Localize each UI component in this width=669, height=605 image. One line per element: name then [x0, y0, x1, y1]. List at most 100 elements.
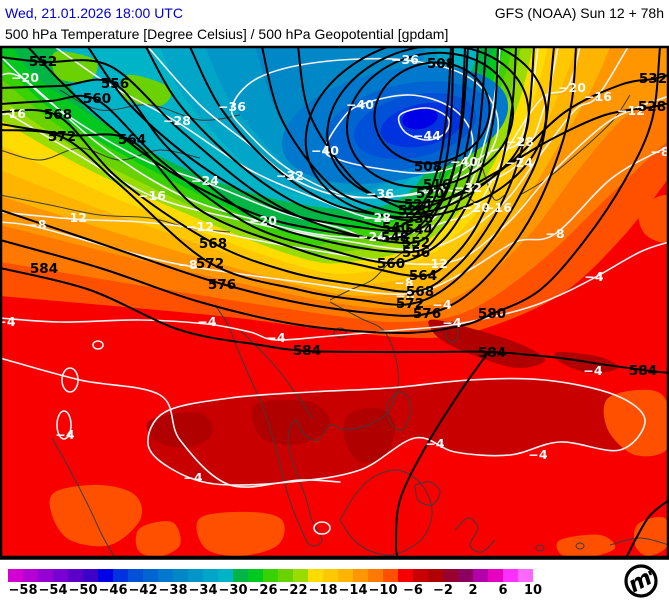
temp-contour-label: −4 — [583, 363, 602, 378]
temp-contour-label: −4 — [442, 315, 461, 330]
temperature-colorbar — [8, 569, 533, 582]
colorbar-segment — [143, 569, 158, 582]
colorbar-segment — [23, 569, 38, 582]
colorbar-tick: −34 — [188, 583, 218, 598]
temp-contour-label: −20 — [462, 200, 490, 215]
colorbar-tick: −38 — [158, 583, 188, 598]
temp-contour-label: −8 — [178, 257, 197, 272]
brand-logo: m — [621, 562, 661, 600]
colorbar-segment — [38, 569, 53, 582]
colorbar-segment — [443, 569, 458, 582]
colorbar-segment — [368, 569, 383, 582]
colorbar-segment — [353, 569, 368, 582]
colorbar-segment — [398, 569, 413, 582]
colorbar-tick: −18 — [308, 583, 338, 598]
height-contour-label: 540 — [382, 220, 410, 236]
colorbar-tick: −22 — [278, 583, 308, 598]
colorbar-tick: −6 — [403, 583, 423, 598]
height-contour-label: 564 — [409, 268, 437, 284]
height-contour-label: 572 — [396, 296, 424, 312]
colorbar-segment — [83, 569, 98, 582]
colorbar-tick: 2 — [468, 583, 478, 598]
colorbar-segment — [8, 569, 23, 582]
colorbar-tick: 6 — [498, 583, 508, 598]
colorbar-segment — [188, 569, 203, 582]
height-contour-label: 528 — [398, 203, 426, 219]
height-contour-label: 520 — [416, 186, 444, 202]
colorbar-segment — [383, 569, 398, 582]
temp-contour-label: −4 — [197, 314, 216, 329]
height-contour-label: 508 — [427, 56, 455, 72]
height-contour-label: 576 — [413, 306, 441, 322]
temp-contour-label: −4 — [183, 470, 202, 485]
temp-contour-label: −16 — [584, 89, 612, 104]
colorbar-tick: −58 — [8, 583, 38, 598]
height-contour-label: 584 — [30, 261, 58, 277]
colorbar-segment — [278, 569, 293, 582]
height-contour-label: 564 — [118, 132, 146, 148]
temp-contour-label: −8 — [395, 288, 414, 303]
height-contour-label: 576 — [208, 277, 236, 293]
temp-contour-label: −36 — [218, 99, 246, 114]
height-contour-label: 532 — [639, 71, 667, 87]
colorbar-segment — [488, 569, 503, 582]
colorbar-segment — [263, 569, 278, 582]
temp-contour-label: −4 — [55, 427, 74, 442]
colorbar-tick: −30 — [218, 583, 248, 598]
colorbar-segment — [248, 569, 263, 582]
run-datetime: Wed, 21.01.2026 18:00 UTC — [5, 5, 183, 21]
header: Wed, 21.01.2026 18:00 UTC GFS (NOAA) Sun… — [0, 0, 669, 46]
height-contour-label: 548 — [381, 230, 409, 246]
temperature-labels: −20−16 −36−28−40−32−24−16−12−8 −20−12−8−36… — [0, 52, 669, 485]
temp-contour-label: −4 — [425, 436, 444, 451]
height-contour-label: 556 — [402, 245, 430, 261]
temp-contour-label: −12 — [59, 210, 87, 225]
colorbar-segment — [128, 569, 143, 582]
colorbar-segment — [158, 569, 173, 582]
temp-contour-label: −40 — [450, 154, 478, 169]
temp-contour-label: −16 — [138, 188, 166, 203]
colorbar-segment — [413, 569, 428, 582]
temp-contour-label: −4 — [0, 314, 16, 329]
temp-contour-label: −8 — [27, 217, 46, 232]
colorbar-tick: −54 — [38, 583, 68, 598]
temp-contour-label: −4 — [584, 269, 603, 284]
colorbar-segment — [503, 569, 518, 582]
colorbar-segment — [203, 569, 218, 582]
temp-contour-label: −12 — [420, 256, 448, 271]
model-forecast-hour: GFS (NOAA) Sun 12 + 78h — [494, 5, 664, 21]
geopotential-contours — [0, 47, 669, 558]
temp-contour-label: −16 — [0, 106, 26, 121]
colorbar-segment — [113, 569, 128, 582]
height-contour-label: 552 — [29, 54, 57, 70]
colorbar-segment — [233, 569, 248, 582]
colorbar-segment — [173, 569, 188, 582]
height-contour-label: 560 — [377, 256, 405, 272]
colorbar-tick: 10 — [523, 583, 543, 598]
temp-contour-label: −44 — [413, 128, 441, 143]
temp-contour-label: −24 — [505, 155, 533, 170]
temp-contour-label: −4 — [266, 330, 285, 345]
height-contour-label: 556 — [101, 76, 129, 92]
height-contour-label: 528 — [638, 99, 666, 115]
colorbar-tick: −50 — [68, 583, 98, 598]
temp-contour-label: −12 — [617, 103, 645, 118]
temp-contour-label: −40 — [346, 97, 374, 112]
height-contour-label: 572 — [48, 129, 76, 145]
height-contour-label: 508 — [414, 159, 442, 175]
temp-contour-label: −4 — [432, 297, 451, 312]
temp-contour-label: −24 — [191, 173, 219, 188]
height-contour-label: 560 — [83, 91, 111, 107]
colorbar-segment — [458, 569, 473, 582]
colorbar-segment — [338, 569, 353, 582]
colorbar-segment — [53, 569, 68, 582]
colorbar-tick: −2 — [433, 583, 453, 598]
height-contour-label: 568 — [406, 284, 434, 300]
temp-contour-label: −4 — [528, 447, 547, 462]
height-contour-label: 536 — [405, 211, 433, 227]
height-contour-label: 580 — [478, 306, 506, 322]
height-contour-label: 584 — [293, 343, 321, 359]
